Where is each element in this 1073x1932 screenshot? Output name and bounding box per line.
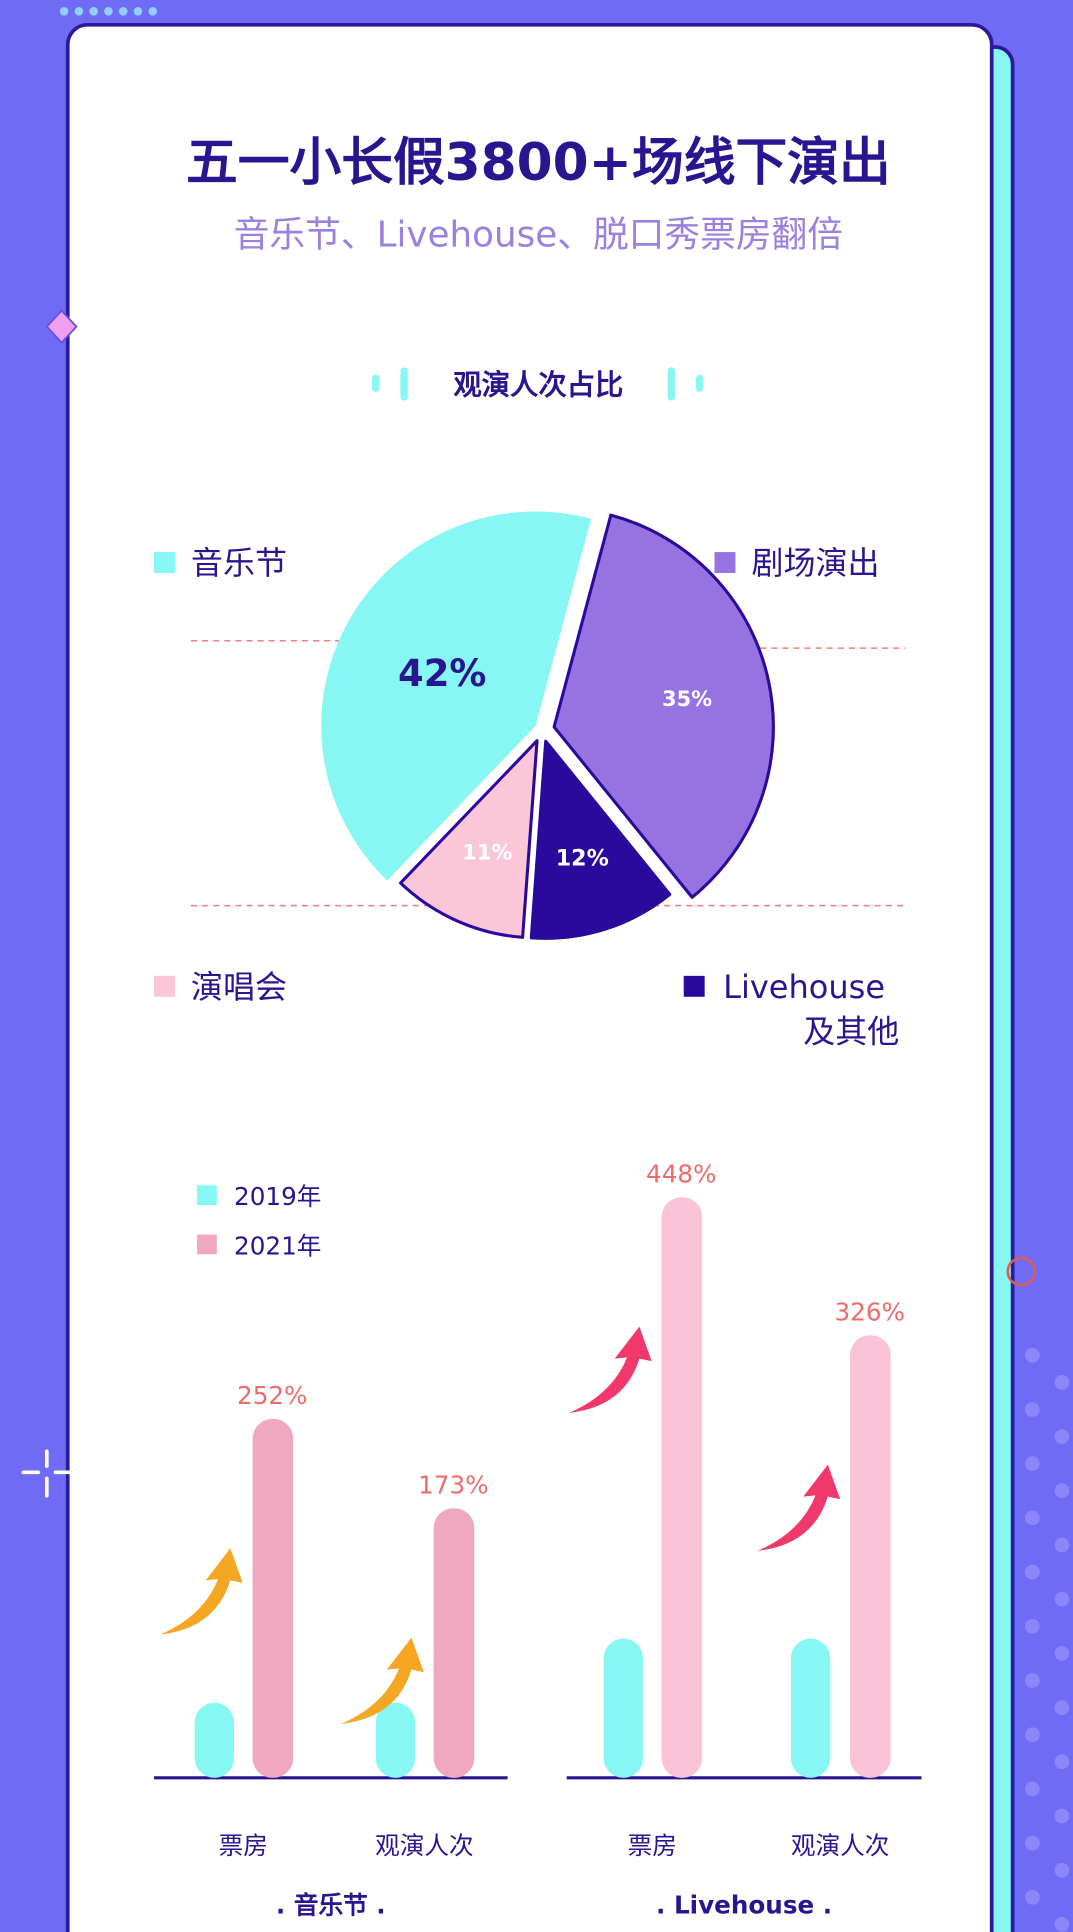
legend-item-livehouse: Livehouse 及其他 <box>683 968 899 1050</box>
bar-chart: 252% 票房 173% 观演人次 . 音乐节 . 448% 票房 326% 观演人次 . Liv… <box>153 1159 922 1919</box>
pie-slice-label: 42% <box>398 652 486 695</box>
page-subtitle: 音乐节、Livehouse、脱口秀票房翻倍 <box>234 215 843 256</box>
legend-item-music-festival: 音乐节 <box>153 544 287 582</box>
legend-label-2019: 2019年 <box>234 1182 321 1211</box>
legend-label: 演唱会 <box>191 968 287 1006</box>
legend-swatch <box>153 552 175 574</box>
growth-label: 326% <box>835 1297 905 1326</box>
legend-swatch-2021 <box>197 1234 217 1255</box>
growth-arrow-icon <box>569 1326 652 1413</box>
pie-chart: 35% 12% 11% 42% <box>321 511 775 940</box>
group-label: . Livehouse . <box>656 1890 832 1919</box>
legend-label: 音乐节 <box>191 544 287 582</box>
side-dots-decoration <box>1024 1347 1070 1932</box>
pie-slice-label: 12% <box>556 846 609 872</box>
top-dots-decoration <box>59 6 158 16</box>
bar-2019 <box>194 1702 235 1778</box>
legend-swatch <box>153 975 175 997</box>
bar-2021 <box>433 1508 475 1778</box>
legend-item-theater: 剧场演出 <box>714 544 880 582</box>
page-title: 五一小长假3800+场线下演出 <box>186 133 891 193</box>
pie-chart-title: 观演人次占比 <box>453 368 623 401</box>
header-bar-decoration <box>696 374 704 392</box>
section-header: 观演人次占比 <box>372 367 704 401</box>
category-label: 票房 <box>219 1831 268 1860</box>
legend-swatch <box>714 552 736 574</box>
legend-swatch <box>683 975 705 997</box>
legend-item-concert: 演唱会 <box>153 968 287 1006</box>
bar-2021 <box>850 1335 891 1778</box>
group-label: . 音乐节 . <box>276 1890 386 1919</box>
growth-arrow-icon <box>757 1464 841 1551</box>
legend-label: Livehouse <box>723 968 885 1006</box>
pie-slice <box>321 511 592 881</box>
bar-2021 <box>661 1197 703 1778</box>
card <box>65 22 994 1932</box>
category-label: 观演人次 <box>791 1831 890 1860</box>
growth-arrow-icon <box>160 1548 243 1635</box>
pie-slice-label: 35% <box>662 687 712 711</box>
legend-label: 剧场演出 <box>751 544 879 582</box>
pie-slice-label: 11% <box>462 841 512 865</box>
pie-legend: 音乐节 剧场演出 演唱会 Livehouse 及其他 <box>153 544 899 1050</box>
growth-label: 448% <box>646 1159 716 1188</box>
bar-2019 <box>790 1638 831 1778</box>
legend-label-2021: 2021年 <box>234 1231 321 1260</box>
header-bar-decoration <box>400 367 408 401</box>
legend-swatch-2019 <box>197 1185 217 1205</box>
bar-legend: 2019年 2021年 <box>197 1182 321 1260</box>
bar-2021 <box>252 1418 294 1778</box>
category-label: 观演人次 <box>375 1831 474 1860</box>
ring-decoration <box>1006 1256 1037 1287</box>
growth-label: 173% <box>418 1470 488 1499</box>
sparkle-decoration <box>21 1449 73 1498</box>
bar-2019 <box>603 1638 644 1778</box>
diamond-decoration <box>45 309 78 345</box>
header-bar-decoration <box>667 367 676 401</box>
pie-slice <box>552 513 775 899</box>
growth-label: 252% <box>237 1381 307 1410</box>
category-label: 票房 <box>628 1831 677 1860</box>
pie-slice <box>399 739 539 939</box>
header-bar-decoration <box>372 374 380 392</box>
legend-label-line2: 及其他 <box>803 1012 899 1050</box>
guide-lines <box>190 640 906 907</box>
growth-arrow-icon <box>341 1637 424 1724</box>
pie-slice <box>529 739 672 940</box>
bar-2019 <box>375 1702 416 1778</box>
